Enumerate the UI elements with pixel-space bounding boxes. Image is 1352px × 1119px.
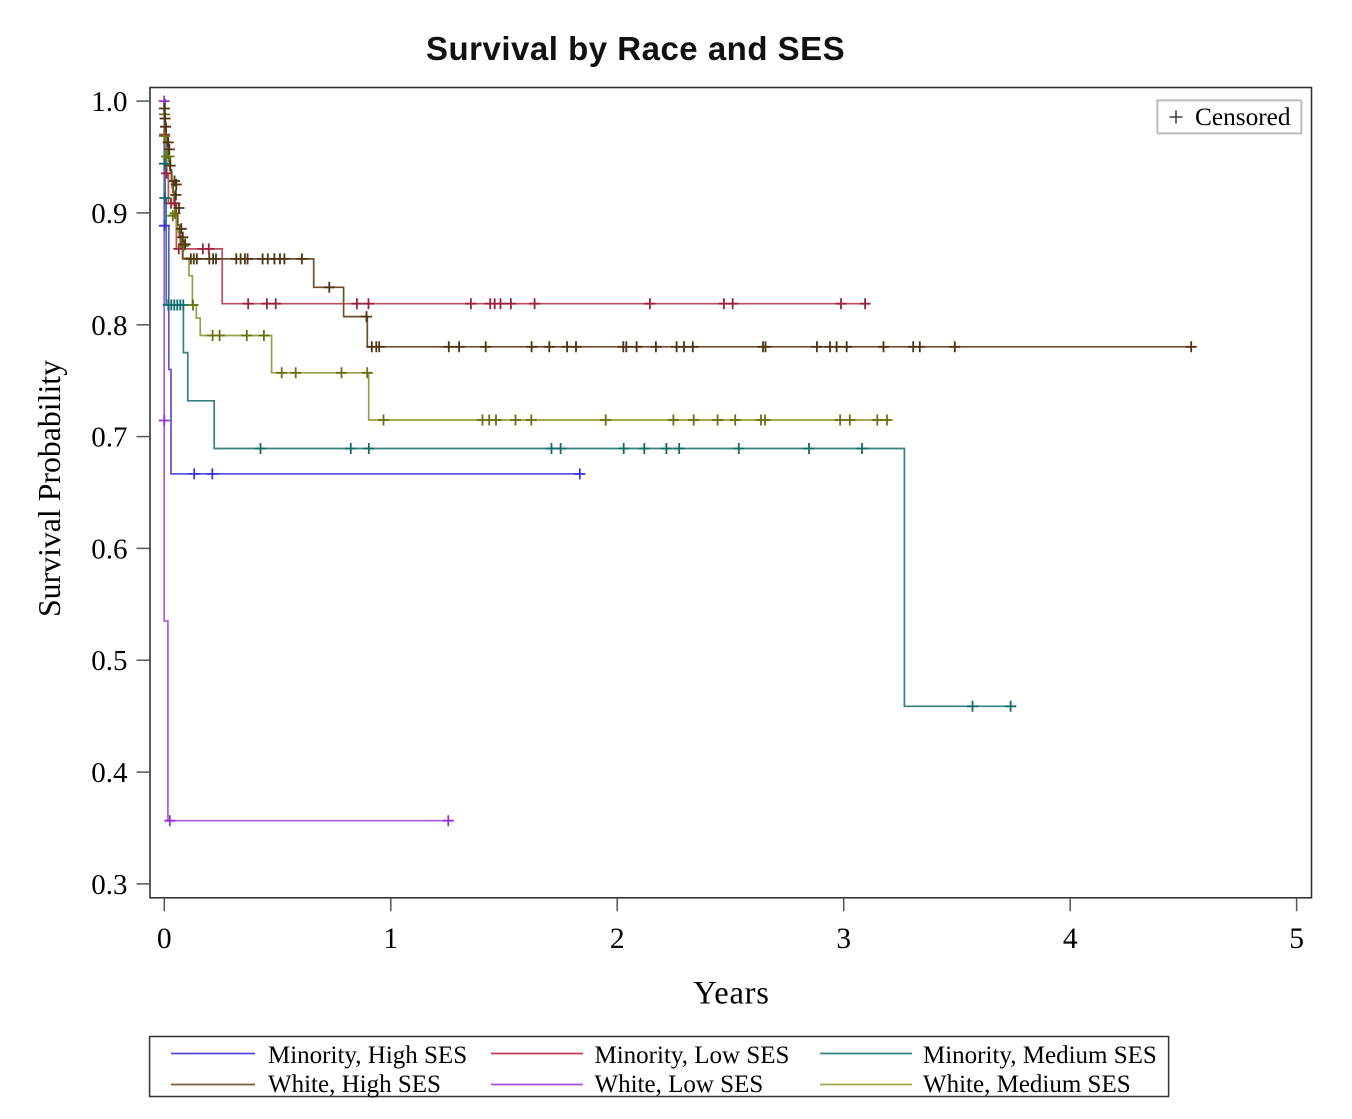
- svg-text:Minority, Low SES: Minority, Low SES: [595, 1042, 790, 1069]
- svg-text:0: 0: [157, 923, 172, 955]
- svg-text:4: 4: [1063, 923, 1078, 955]
- svg-text:White, High SES: White, High SES: [268, 1071, 441, 1098]
- svg-text:Years: Years: [693, 976, 770, 1012]
- svg-text:0.6: 0.6: [91, 533, 127, 565]
- svg-text:Minority, Medium SES: Minority, Medium SES: [923, 1042, 1157, 1069]
- svg-text:0.8: 0.8: [91, 310, 127, 342]
- svg-text:0.5: 0.5: [91, 645, 127, 677]
- svg-text:Survival by Race and SES: Survival by Race and SES: [426, 30, 845, 67]
- svg-text:1: 1: [383, 923, 398, 955]
- svg-text:0.7: 0.7: [91, 422, 127, 454]
- svg-text:White, Medium SES: White, Medium SES: [923, 1071, 1131, 1098]
- svg-text:Survival Probability: Survival Probability: [32, 360, 67, 617]
- svg-text:1.0: 1.0: [91, 86, 127, 118]
- svg-text:0.4: 0.4: [91, 757, 128, 789]
- svg-text:Minority, High SES: Minority, High SES: [268, 1042, 467, 1069]
- svg-text:0.9: 0.9: [91, 198, 127, 230]
- svg-text:2: 2: [610, 923, 625, 955]
- svg-text:0.3: 0.3: [91, 869, 127, 901]
- svg-text:White, Low SES: White, Low SES: [595, 1071, 764, 1098]
- svg-text:3: 3: [836, 923, 851, 955]
- svg-text:5: 5: [1289, 923, 1304, 955]
- svg-text:Censored: Censored: [1195, 103, 1291, 131]
